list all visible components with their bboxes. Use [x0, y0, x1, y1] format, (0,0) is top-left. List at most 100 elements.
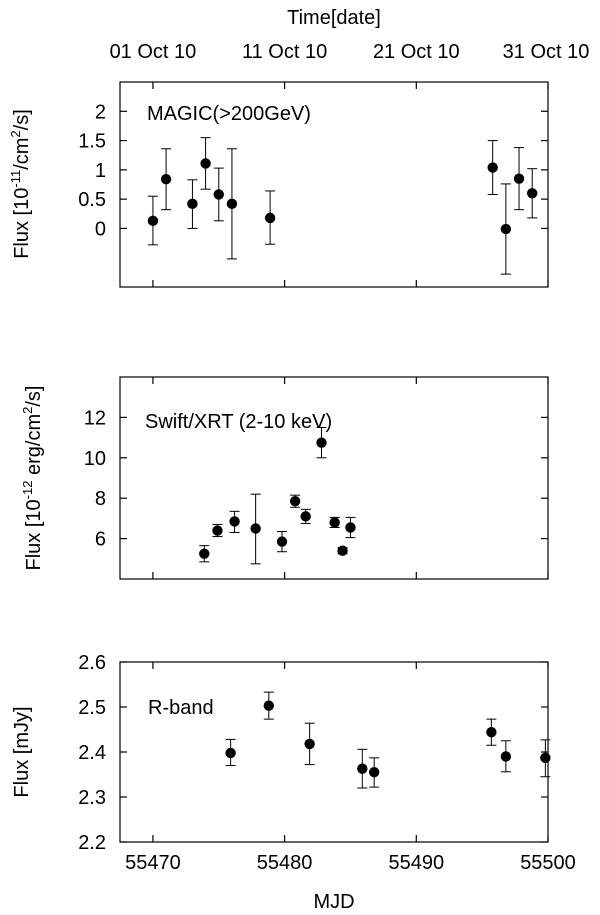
rband-panel: R-band Flux [mJy] 2.22.32.42.52.6 55470 5… [11, 652, 576, 874]
data-marker [526, 188, 538, 199]
data-point [187, 179, 198, 229]
x-axis-label: MJD [313, 891, 354, 913]
data-marker [316, 437, 327, 448]
data-marker [276, 536, 288, 547]
xrt-y-axis-label: Flux [10-12 erg/cm2/s] [20, 386, 45, 571]
y-tick-label: 10 [84, 448, 106, 470]
y-tick-label: 12 [84, 407, 106, 429]
xrt-data-points [199, 427, 356, 565]
magic-plot-frame [119, 81, 549, 288]
rband-y-axis-label: Flux [mJy] [11, 706, 33, 797]
data-point [276, 531, 288, 553]
data-point [199, 545, 210, 563]
data-marker [263, 700, 275, 711]
x-tick-label: 55490 [388, 852, 444, 874]
data-point [316, 427, 327, 459]
data-point [540, 739, 551, 778]
y-tick-label: 0 [95, 218, 106, 240]
data-marker [289, 496, 301, 507]
data-point [225, 738, 236, 766]
magic-panel-title: MAGIC(>200GeV) [147, 103, 311, 125]
x-tick-label: 55480 [257, 852, 313, 874]
data-marker [225, 747, 236, 759]
data-point [160, 148, 172, 211]
top-tick-label: 11 Oct 10 [242, 41, 327, 63]
y-tick-label: 2.5 [78, 697, 106, 719]
y-tick-label: 1 [95, 160, 106, 182]
y-tick-label: 6 [95, 529, 106, 551]
data-marker [264, 212, 276, 224]
data-marker [300, 511, 311, 522]
data-point [500, 183, 512, 275]
data-marker [345, 522, 356, 533]
y-tick-label: 2.3 [78, 787, 106, 809]
data-point [304, 722, 315, 766]
bottom-axis-tick-labels: 55470 55480 55490 55500 [125, 852, 576, 874]
data-marker [357, 763, 368, 774]
data-marker [500, 751, 512, 762]
x-tick-label: 55500 [520, 852, 576, 874]
top-tick-label: 21 Oct 10 [373, 41, 460, 63]
xrt-panel: Swift/XRT (2-10 keV) Flux [10-12 erg/cm2… [20, 376, 549, 580]
data-point [329, 516, 340, 528]
data-marker [160, 174, 172, 185]
data-marker [513, 173, 525, 184]
top-tick-label: 01 Oct 10 [110, 41, 197, 63]
data-marker [337, 545, 348, 556]
data-marker [486, 727, 497, 738]
data-point [486, 718, 497, 746]
data-marker [229, 516, 240, 527]
data-point [250, 493, 261, 565]
data-point [345, 516, 356, 539]
magic-axes: 0 0.5 1 1.5 2 [78, 82, 549, 287]
data-marker [199, 548, 210, 559]
data-point [513, 147, 525, 211]
top-tick-label: 31 Oct 10 [503, 41, 590, 63]
data-marker [187, 198, 198, 210]
data-point [357, 748, 368, 789]
data-point [226, 148, 238, 260]
data-point [500, 740, 512, 773]
y-tick-label: 2.2 [78, 832, 106, 854]
data-marker [200, 158, 211, 169]
y-tick-label: 2.6 [78, 652, 106, 674]
data-marker [212, 525, 223, 536]
rband-axes: 2.2 2.3 2.4 2.5 2.6 [78, 652, 549, 854]
data-point [263, 691, 275, 720]
data-point [213, 167, 224, 222]
magic-data-points [147, 137, 538, 275]
data-marker [213, 189, 224, 200]
top-axis-title: Time[date] [287, 7, 381, 29]
data-marker [540, 752, 551, 764]
data-point [487, 140, 498, 195]
data-point [264, 190, 276, 245]
data-point [300, 508, 311, 524]
data-marker [500, 223, 512, 235]
data-point [289, 494, 301, 508]
data-point [147, 195, 159, 246]
data-marker [368, 767, 380, 778]
data-point [229, 510, 240, 534]
magic-panel: MAGIC(>200GeV) Flux [10-11/cm2/s] 0 0.5 1 1… [8, 81, 549, 288]
y-tick-label: 8 [95, 488, 106, 510]
data-point [368, 757, 380, 788]
data-marker [487, 162, 498, 173]
y-tick-label: 0.5 [78, 189, 106, 211]
data-point [526, 168, 538, 219]
y-tick-label: 2 [95, 101, 106, 123]
rband-data-points [225, 691, 551, 789]
xrt-panel-title: Swift/XRT (2-10 keV) [145, 411, 332, 433]
data-marker [304, 738, 315, 750]
data-point [212, 523, 223, 538]
data-marker [147, 215, 159, 227]
data-point [337, 545, 348, 556]
magic-y-axis-label: Flux [10-11/cm2/s] [8, 109, 33, 259]
data-point [200, 137, 211, 190]
xrt-axes: 6 8 10 12 [84, 377, 549, 579]
y-tick-label: 2.4 [78, 742, 106, 764]
data-marker [250, 523, 261, 534]
data-marker [329, 517, 340, 528]
rband-plot-frame [119, 661, 549, 843]
xrt-plot-frame [119, 376, 549, 580]
